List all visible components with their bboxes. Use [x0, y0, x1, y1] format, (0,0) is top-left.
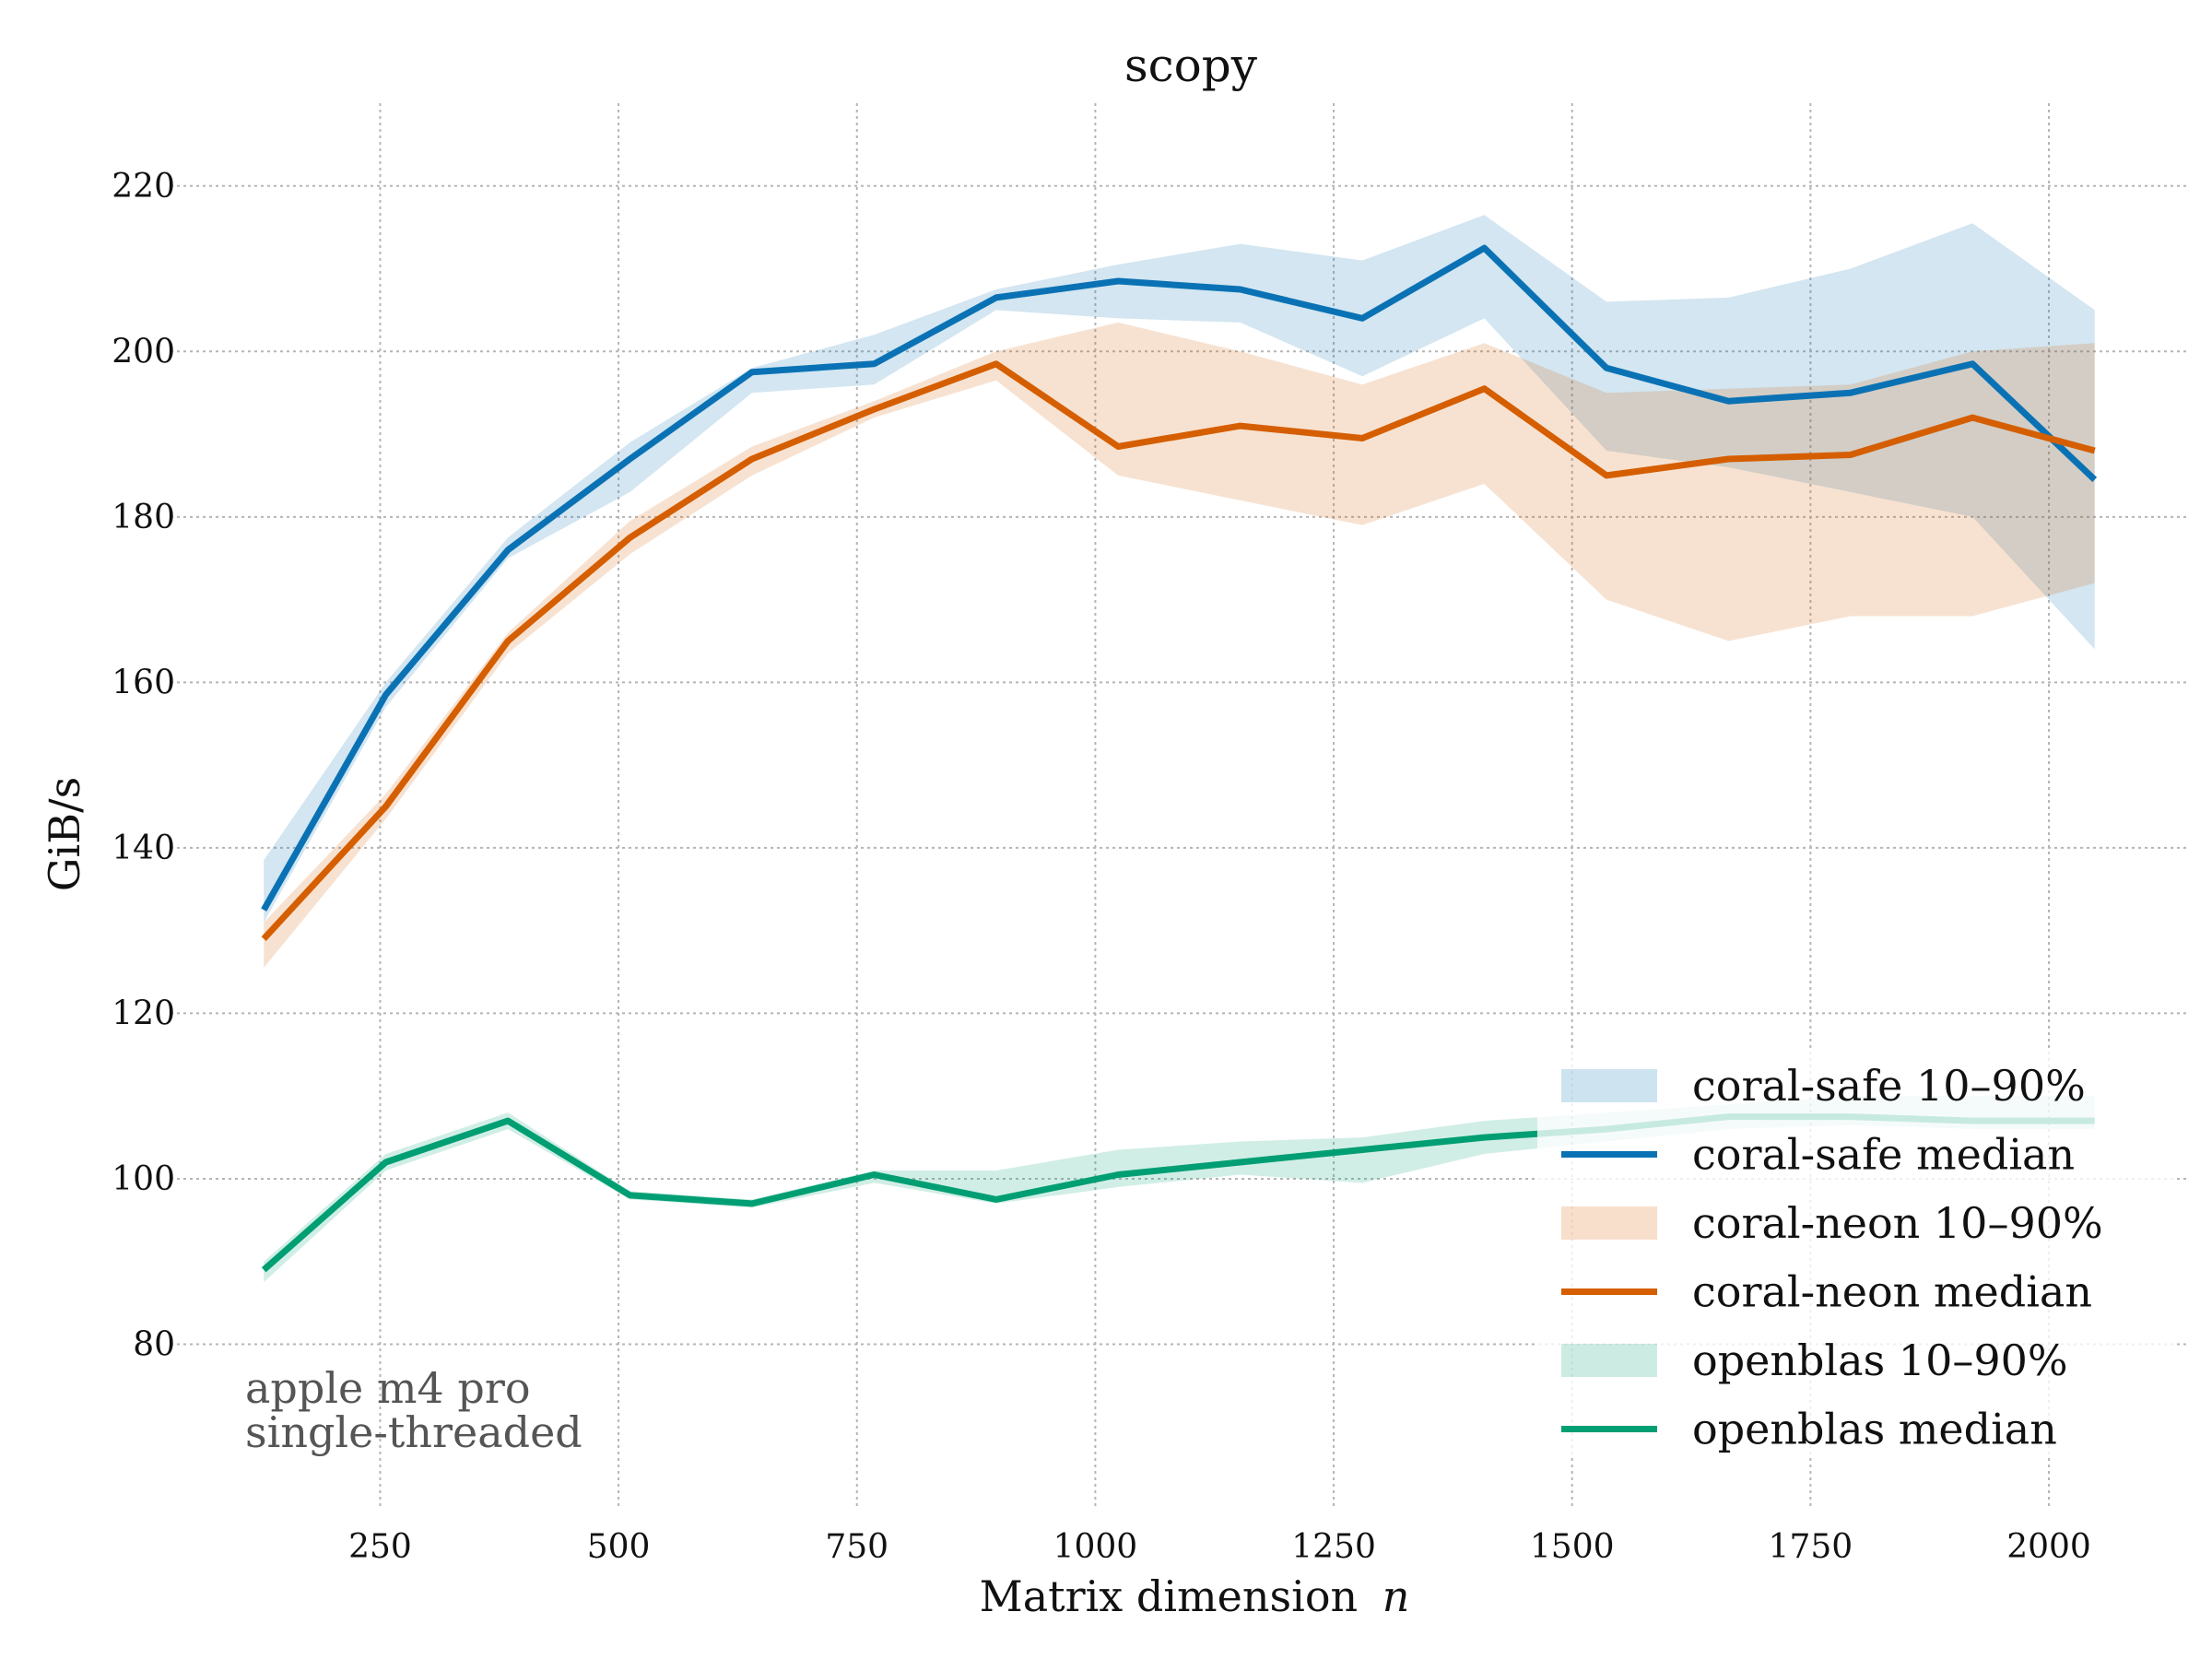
y-tick-label: 220: [112, 168, 175, 206]
tick-labels: 250 500 750 1000 1250 1500 1750 2000 80 100 120 140…: [112, 168, 2091, 1566]
y-axis-label: GiB/s: [40, 777, 89, 891]
x-tick-label: 1500: [1530, 1528, 1615, 1566]
chart-title: scopy: [1124, 39, 1258, 92]
platform-note: apple m4 pro single-threaded: [245, 1363, 582, 1457]
y-tick-label: 140: [112, 830, 175, 867]
y-tick-label: 180: [112, 499, 175, 536]
x-tick-label: 1750: [1769, 1528, 1853, 1566]
x-tick-label: 1000: [1053, 1528, 1138, 1566]
coral-neon-median-legend-label: coral-neon median: [1692, 1267, 2092, 1317]
platform-note-line-2: single-threaded: [245, 1407, 582, 1457]
x-tick-label: 250: [348, 1528, 412, 1566]
platform-note-line-1: apple m4 pro: [245, 1363, 531, 1413]
openblas-band-swatch: [1561, 1344, 1657, 1377]
y-tick-label: 160: [112, 664, 175, 701]
coral-safe-band-swatch: [1561, 1069, 1657, 1102]
x-axis-label-variable: n: [1382, 1571, 1410, 1621]
legend-background: [1537, 1051, 2173, 1456]
coral-safe-band-legend-label: coral-safe 10–90%: [1692, 1061, 2086, 1111]
y-tick-label: 100: [112, 1160, 175, 1198]
openblas-band-legend-label: openblas 10–90%: [1692, 1335, 2068, 1385]
x-tick-label: 750: [825, 1528, 888, 1566]
openblas-median-legend-label: openblas median: [1692, 1405, 2057, 1454]
x-axis-label-text: Matrix dimension: [980, 1571, 1359, 1621]
x-tick-label: 500: [587, 1528, 651, 1566]
x-tick-label: 1250: [1291, 1528, 1376, 1566]
x-tick-label: 2000: [2006, 1528, 2091, 1566]
coral-neon-band-swatch: [1561, 1206, 1657, 1240]
grid: [171, 103, 2186, 1510]
coral-safe-median-line: [261, 244, 2098, 912]
x-axis-label: Matrix dimension n: [980, 1571, 1410, 1621]
y-tick-label: 200: [112, 333, 175, 371]
legend: coral-safe 10–90% coral-safe median coral-…: [1537, 1051, 2173, 1456]
y-tick-label: 80: [133, 1325, 175, 1363]
y-tick-label: 120: [112, 994, 175, 1032]
coral-neon-band-legend-label: coral-neon 10–90%: [1692, 1198, 2103, 1248]
coral-neon-median-line: [261, 360, 2096, 941]
coral-safe-median-legend-label: coral-safe median: [1692, 1130, 2075, 1180]
coral-neon-band: [264, 322, 2095, 968]
